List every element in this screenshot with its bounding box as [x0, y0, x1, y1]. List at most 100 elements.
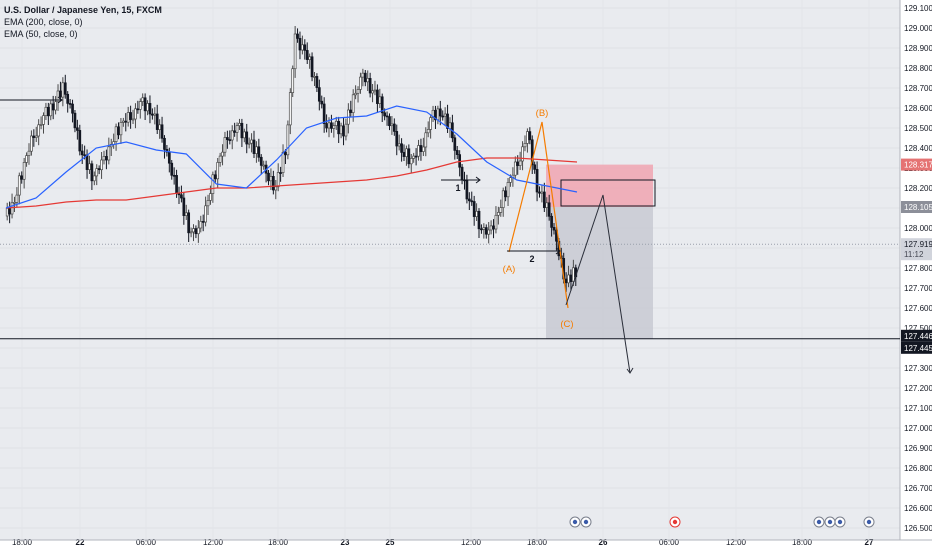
wave-label-b: (B)	[536, 108, 549, 119]
candle-body	[489, 225, 493, 231]
candle-body	[380, 96, 384, 114]
symbol-title[interactable]: U.S. Dollar / Japanese Yen, 15, FXCM	[4, 5, 162, 15]
price-tick-label: 127.800	[904, 264, 932, 273]
candle-body	[269, 176, 273, 182]
candle-body	[196, 227, 200, 235]
ema50-line	[5, 105, 578, 209]
candle-body	[368, 78, 372, 94]
price-tick-label: 126.500	[904, 524, 932, 533]
candle-body	[499, 207, 503, 213]
candle-body	[330, 122, 333, 129]
event-marker-dot	[827, 519, 833, 525]
candle-body	[182, 197, 186, 216]
candle-body	[545, 202, 549, 208]
candle-body	[470, 200, 474, 203]
candle-body	[424, 132, 428, 148]
stop-zone	[546, 164, 653, 207]
candle-body	[20, 175, 24, 180]
candle-body	[455, 150, 459, 155]
price-tick-label: 129.100	[904, 4, 932, 13]
candle-body	[298, 38, 302, 51]
candle-body	[320, 100, 324, 105]
candle-body	[238, 122, 241, 126]
countdown-label: 11:12	[904, 250, 924, 259]
candle-body	[482, 227, 486, 230]
candle-body	[484, 227, 488, 235]
candle-body	[13, 202, 16, 204]
price-tick-label: 127.500	[904, 324, 932, 333]
candle-body	[124, 120, 128, 123]
candle-body	[88, 163, 91, 170]
candle-body	[216, 162, 220, 180]
candle-body	[245, 131, 249, 145]
candle-body	[327, 122, 331, 129]
candle-body	[201, 221, 205, 223]
candle-body	[523, 143, 527, 148]
time-tick-label: 27	[865, 538, 874, 547]
candle-body	[192, 228, 195, 233]
candle-body	[199, 221, 203, 229]
candle-body	[429, 117, 432, 130]
candle-body	[291, 68, 295, 93]
time-tick-label: 18:00	[268, 538, 289, 547]
ema50-legend[interactable]: EMA (50, close, 0)	[4, 29, 78, 39]
candle-body	[218, 155, 222, 163]
ema200-line	[5, 157, 578, 209]
candle-body	[10, 202, 14, 215]
candle-body	[371, 90, 374, 94]
projection-path	[565, 194, 631, 374]
candle-body	[32, 135, 36, 138]
candle-body	[131, 118, 135, 121]
price-tick-label: 128.800	[904, 64, 932, 73]
candle-body	[547, 202, 551, 217]
price-label-entry: 128.105	[904, 203, 932, 212]
candle-body	[516, 161, 520, 166]
candle-body	[417, 145, 420, 157]
candle-body	[223, 137, 227, 153]
candle-body	[105, 156, 108, 161]
candle-body	[342, 125, 345, 137]
candle-body	[286, 124, 290, 156]
price-tick-label: 128.200	[904, 184, 932, 193]
price-label-current: 128.317	[904, 161, 932, 170]
candle-body	[85, 154, 89, 170]
candle-body	[68, 103, 72, 105]
candle-body	[533, 164, 537, 170]
candle-body	[458, 154, 462, 168]
candle-body	[313, 76, 316, 78]
candle-body	[419, 145, 423, 152]
candle-body	[518, 160, 522, 166]
candle-body	[247, 142, 251, 145]
candle-body	[434, 109, 437, 121]
candle-body	[267, 172, 270, 182]
candle-body	[436, 108, 440, 121]
price-tick-label: 128.000	[904, 224, 932, 233]
event-marker-dot	[866, 519, 872, 525]
chart-legend: U.S. Dollar / Japanese Yen, 15, FXCM EMA…	[4, 4, 162, 40]
candle-body	[8, 208, 11, 215]
candle-body	[206, 200, 210, 207]
candle-body	[163, 137, 166, 150]
event-marker-dot	[583, 519, 589, 525]
candle-body	[25, 155, 28, 163]
candle-body	[390, 123, 394, 127]
candle-body	[27, 150, 31, 156]
candle-body	[233, 130, 236, 133]
candle-body	[448, 122, 452, 129]
candle-body	[138, 101, 142, 110]
candle-body	[414, 155, 418, 158]
candle-body	[305, 50, 309, 60]
time-tick-label: 12:00	[726, 538, 747, 547]
candle-body	[160, 124, 164, 139]
candle-body	[388, 116, 391, 127]
candle-body	[46, 106, 50, 117]
candle-body	[141, 97, 145, 102]
candle-body	[460, 166, 464, 181]
candle-body	[373, 89, 377, 92]
candle-body	[378, 96, 382, 104]
event-marker-dot	[816, 519, 822, 525]
candle-body	[354, 92, 357, 96]
ema200-legend[interactable]: EMA (200, close, 0)	[4, 17, 83, 27]
